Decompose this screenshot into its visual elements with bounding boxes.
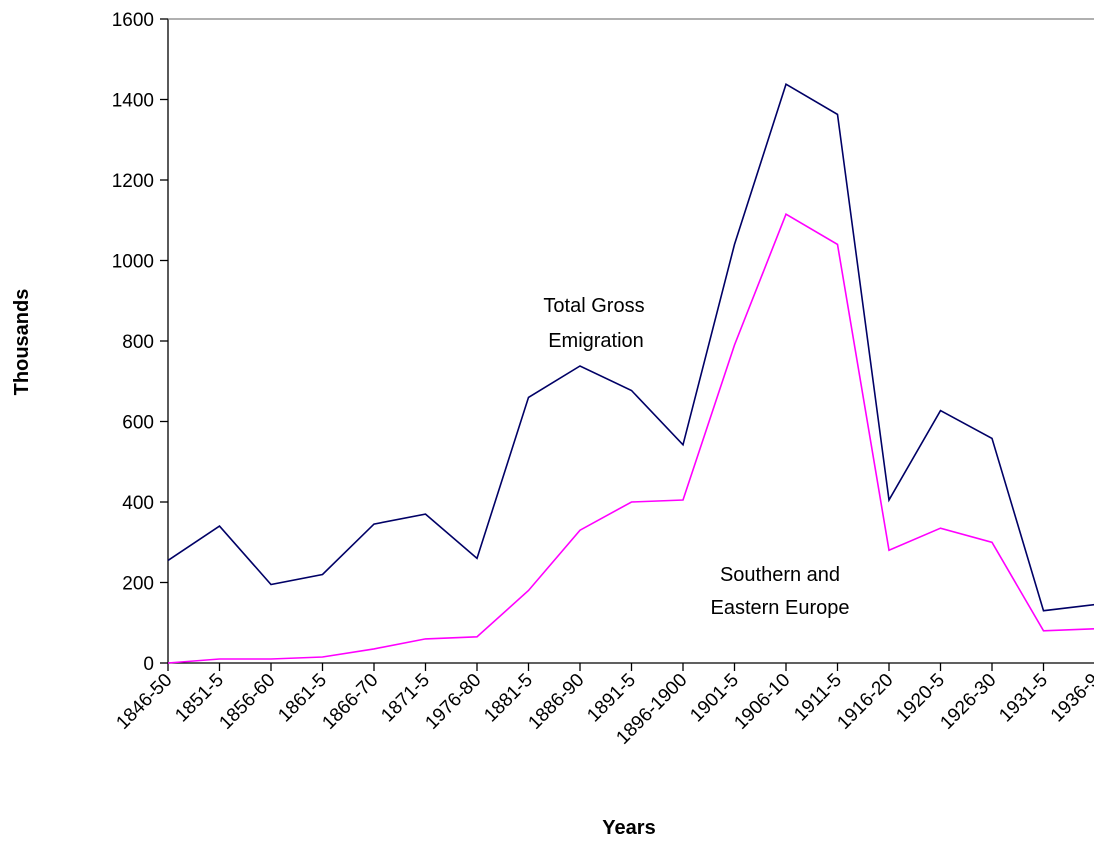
y-tick-label: 400 [122, 493, 154, 514]
x-axis-ticks: 1846-501851-51856-601861-51866-701871-51… [112, 663, 1094, 749]
y-tick-label: 600 [122, 413, 154, 434]
x-tick-label: 1936-9 [1047, 670, 1094, 727]
annotations: Total Gross Emigration Southern and East… [543, 295, 849, 619]
annotation-total-line-2: Emigration [548, 330, 644, 352]
x-tick-label: 1931-5 [995, 670, 1052, 727]
y-tick-label: 800 [122, 332, 154, 353]
x-tick-label: 1886-90 [524, 670, 588, 734]
x-axis-title: Years [602, 817, 655, 839]
annotation-total-line-1: Total Gross [543, 295, 644, 317]
x-tick-label: 1846-50 [112, 670, 176, 734]
y-tick-label: 200 [122, 574, 154, 595]
series-layer [167, 83, 1094, 664]
x-tick-label: 1976-80 [421, 670, 485, 734]
y-tick-label: 1000 [112, 252, 154, 273]
y-tick-label: 1200 [112, 171, 154, 192]
y-axis-title: Thousands [11, 289, 33, 396]
x-tick-label: 1906-10 [730, 670, 794, 734]
x-tick-label: 1926-30 [936, 670, 1000, 734]
y-tick-label: 0 [143, 654, 154, 675]
x-tick-label: 1916-20 [833, 670, 897, 734]
y-axis-ticks: 0 200 400 600 800 1000 1200 1400 1600 [112, 10, 168, 675]
series-line-southern-eastern-europe [167, 213, 1094, 664]
annotation-southern-line-1: Southern and [720, 564, 840, 586]
y-tick-label: 1600 [112, 10, 154, 31]
x-tick-label: 1866-70 [318, 670, 382, 734]
x-tick-label: 1856-60 [215, 670, 279, 734]
annotation-southern-line-2: Eastern Europe [711, 597, 850, 619]
y-tick-label: 1400 [112, 91, 154, 112]
